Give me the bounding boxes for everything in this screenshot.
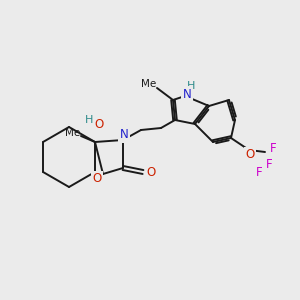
Text: F: F — [270, 142, 276, 154]
Text: Me: Me — [141, 79, 157, 89]
Text: H: H — [187, 81, 195, 91]
Text: O: O — [92, 172, 102, 185]
Text: O: O — [245, 148, 255, 161]
Text: O: O — [94, 118, 103, 130]
Text: Me: Me — [65, 128, 81, 138]
Text: F: F — [256, 166, 262, 178]
Text: F: F — [266, 158, 272, 170]
Text: O: O — [146, 166, 156, 178]
Text: H: H — [85, 115, 93, 125]
Text: N: N — [183, 88, 191, 100]
Text: N: N — [120, 128, 128, 142]
